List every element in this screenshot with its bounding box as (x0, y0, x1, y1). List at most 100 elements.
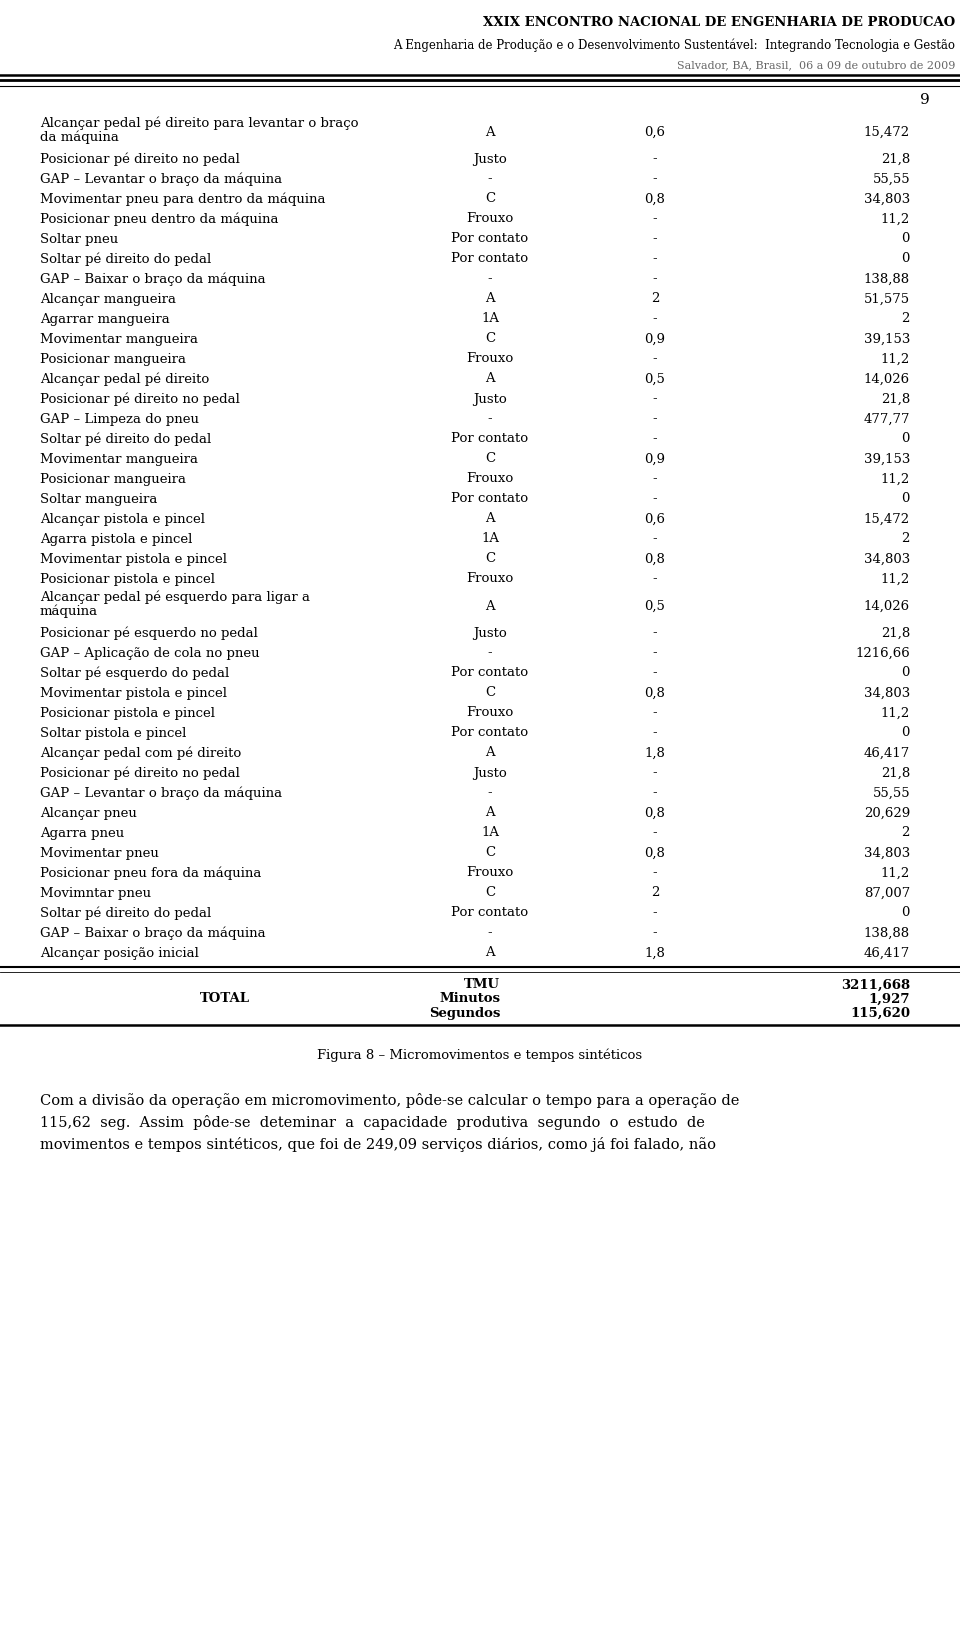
Text: 0: 0 (901, 253, 910, 265)
Text: Justo: Justo (473, 393, 507, 406)
Text: 1A: 1A (481, 312, 499, 326)
Text: GAP – Aplicação de cola no pneu: GAP – Aplicação de cola no pneu (40, 646, 259, 659)
Text: Segundos: Segundos (428, 1006, 500, 1019)
Text: 14,026: 14,026 (864, 373, 910, 385)
Text: 1A: 1A (481, 533, 499, 546)
Text: 115,620: 115,620 (850, 1006, 910, 1019)
Text: Agarrar mangueira: Agarrar mangueira (40, 312, 170, 326)
Text: -: - (653, 472, 658, 485)
Text: 34,803: 34,803 (864, 192, 910, 206)
Text: 34,803: 34,803 (864, 847, 910, 860)
Text: Por contato: Por contato (451, 253, 529, 265)
Text: Frouxo: Frouxo (467, 472, 514, 485)
Text: C: C (485, 847, 495, 860)
Text: -: - (653, 646, 658, 659)
Text: Alcançar pedal com pé direito: Alcançar pedal com pé direito (40, 746, 241, 760)
Text: A: A (485, 293, 494, 306)
Text: 11,2: 11,2 (880, 472, 910, 485)
Text: C: C (485, 552, 495, 566)
Text: -: - (653, 393, 658, 406)
Text: Por contato: Por contato (451, 666, 529, 679)
Text: -: - (653, 827, 658, 840)
Text: Movimentar pistola e pincel: Movimentar pistola e pincel (40, 687, 227, 699)
Text: Posicionar mangueira: Posicionar mangueira (40, 352, 186, 365)
Text: -: - (653, 533, 658, 546)
Text: 55,55: 55,55 (873, 173, 910, 186)
Text: -: - (488, 413, 492, 426)
Text: 0,5: 0,5 (644, 600, 665, 613)
Text: Posicionar pneu dentro da máquina: Posicionar pneu dentro da máquina (40, 212, 278, 225)
Text: C: C (485, 332, 495, 345)
Text: Por contato: Por contato (451, 232, 529, 245)
Text: Soltar pistola e pincel: Soltar pistola e pincel (40, 727, 186, 740)
Text: 87,007: 87,007 (864, 886, 910, 899)
Text: Soltar pé direito do pedal: Soltar pé direito do pedal (40, 252, 211, 266)
Text: -: - (653, 153, 658, 166)
Text: Movimentar pneu para dentro da máquina: Movimentar pneu para dentro da máquina (40, 192, 325, 206)
Text: -: - (653, 866, 658, 880)
Text: 2: 2 (651, 886, 660, 899)
Text: Posicionar pneu fora da máquina: Posicionar pneu fora da máquina (40, 866, 261, 880)
Text: Com a divisão da operação em micromovimento, pôde-se calcular o tempo para a ope: Com a divisão da operação em micromovime… (40, 1093, 739, 1108)
Text: 21,8: 21,8 (880, 766, 910, 779)
Text: 46,417: 46,417 (864, 746, 910, 760)
Text: Soltar pé direito do pedal: Soltar pé direito do pedal (40, 906, 211, 919)
Text: -: - (653, 626, 658, 640)
Text: 138,88: 138,88 (864, 273, 910, 286)
Text: Por contato: Por contato (451, 727, 529, 740)
Text: Alcançar pedal pé direito: Alcançar pedal pé direito (40, 372, 209, 386)
Text: 0: 0 (901, 727, 910, 740)
Text: Movimentar mangueira: Movimentar mangueira (40, 332, 198, 345)
Text: -: - (653, 253, 658, 265)
Text: Movimentar mangueira: Movimentar mangueira (40, 452, 198, 465)
Text: -: - (653, 212, 658, 225)
Text: Movimentar pistola e pincel: Movimentar pistola e pincel (40, 552, 227, 566)
Text: 0,8: 0,8 (644, 192, 665, 206)
Text: 39,153: 39,153 (864, 452, 910, 465)
Text: C: C (485, 886, 495, 899)
Text: Posicionar pé direito no pedal: Posicionar pé direito no pedal (40, 766, 240, 779)
Text: 0: 0 (901, 906, 910, 919)
Text: 0,5: 0,5 (644, 373, 665, 385)
Text: 39,153: 39,153 (864, 332, 910, 345)
Text: Alcançar mangueira: Alcançar mangueira (40, 293, 176, 306)
Text: -: - (653, 906, 658, 919)
Text: Justo: Justo (473, 153, 507, 166)
Text: 0,6: 0,6 (644, 513, 665, 526)
Text: C: C (485, 687, 495, 699)
Text: Por contato: Por contato (451, 432, 529, 446)
Text: 46,417: 46,417 (864, 947, 910, 960)
Text: -: - (653, 173, 658, 186)
Text: A: A (485, 807, 494, 819)
Text: A: A (485, 373, 494, 385)
Text: 115,62  seg.  Assim  pôde-se  deteminar  a  capacidade  produtiva  segundo  o  e: 115,62 seg. Assim pôde-se deteminar a ca… (40, 1115, 705, 1129)
Text: 138,88: 138,88 (864, 927, 910, 939)
Text: -: - (653, 493, 658, 505)
Text: 0,8: 0,8 (644, 807, 665, 819)
Text: 20,629: 20,629 (864, 807, 910, 819)
Text: A: A (485, 947, 494, 960)
Text: 34,803: 34,803 (864, 552, 910, 566)
Text: 11,2: 11,2 (880, 212, 910, 225)
Text: 2: 2 (901, 312, 910, 326)
Text: Justo: Justo (473, 626, 507, 640)
Text: Agarra pistola e pincel: Agarra pistola e pincel (40, 533, 192, 546)
Text: Alcançar pneu: Alcançar pneu (40, 807, 137, 819)
Text: GAP – Levantar o braço da máquina: GAP – Levantar o braço da máquina (40, 173, 282, 186)
Text: Salvador, BA, Brasil,  06 a 09 de outubro de 2009: Salvador, BA, Brasil, 06 a 09 de outubro… (677, 59, 955, 71)
Text: -: - (653, 727, 658, 740)
Text: A Engenharia de Produção e o Desenvolvimento Sustentável:  Integrando Tecnologia: A Engenharia de Produção e o Desenvolvim… (393, 38, 955, 51)
Text: Posicionar pistola e pincel: Posicionar pistola e pincel (40, 707, 215, 720)
Text: -: - (653, 352, 658, 365)
Text: máquina: máquina (40, 605, 98, 618)
Text: Posicionar pé direito no pedal: Posicionar pé direito no pedal (40, 153, 240, 166)
Text: 0,6: 0,6 (644, 125, 665, 138)
Text: 21,8: 21,8 (880, 393, 910, 406)
Text: -: - (653, 572, 658, 585)
Text: Frouxo: Frouxo (467, 352, 514, 365)
Text: XXIX ENCONTRO NACIONAL DE ENGENHARIA DE PRODUCAO: XXIX ENCONTRO NACIONAL DE ENGENHARIA DE … (483, 15, 955, 28)
Text: 1216,66: 1216,66 (855, 646, 910, 659)
Text: A: A (485, 513, 494, 526)
Text: 0: 0 (901, 232, 910, 245)
Text: Posicionar pistola e pincel: Posicionar pistola e pincel (40, 572, 215, 585)
